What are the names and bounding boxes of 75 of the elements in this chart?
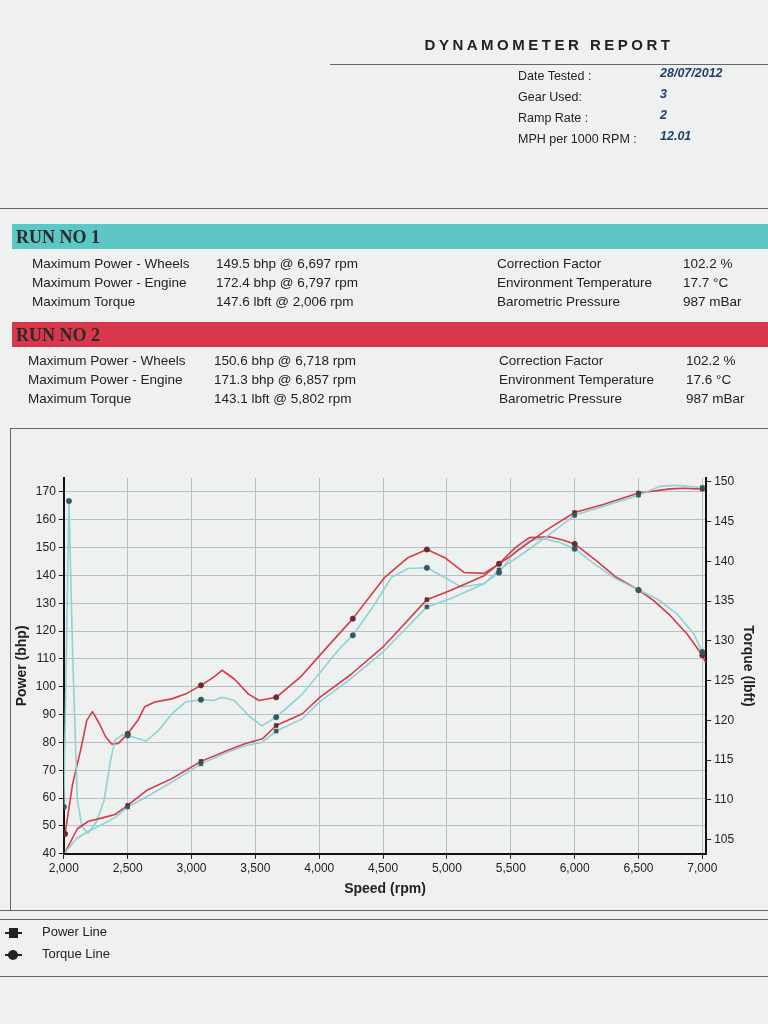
text: 102.2 % — [683, 256, 733, 272]
text: Environment Temperature — [499, 372, 655, 388]
text: 143.1 lbft @ 5,802 rpm — [214, 391, 352, 407]
text: 171.3 bhp @ 6,857 rpm — [214, 372, 357, 388]
y-tick-label: 90 — [42, 706, 57, 721]
y2-axis-title: Torque (lbft) — [740, 625, 757, 707]
x-tick-label: 2,500 — [112, 861, 144, 876]
text: Power Line — [42, 924, 108, 940]
text: 150.6 bhp @ 6,718 rpm — [214, 353, 357, 369]
y-tick-label: 100 — [35, 679, 57, 694]
text: Ramp Rate : — [518, 111, 589, 126]
y2-tick-label: 120 — [714, 712, 735, 727]
text: 172.4 bhp @ 6,797 rpm — [216, 275, 359, 291]
y2-tick-label: 150 — [714, 474, 735, 489]
y-tick-label: 80 — [42, 734, 57, 749]
text: Maximum Power - Wheels — [32, 256, 190, 272]
y-tick-label: 140 — [35, 567, 57, 582]
y-tick-label: 40 — [42, 846, 57, 861]
y-tick-label: 160 — [35, 512, 57, 527]
text: 147.6 lbft @ 2,006 rpm — [216, 294, 354, 310]
text: RUN NO 2 — [16, 325, 100, 346]
text: Correction Factor — [499, 353, 604, 369]
y-tick-label: 70 — [42, 762, 57, 777]
y2-tick-label: 110 — [714, 792, 734, 807]
text: 12.01 — [660, 129, 692, 144]
text: Torque Line — [42, 946, 110, 962]
text: 17.7 °C — [683, 275, 729, 291]
y-tick-label: 60 — [42, 790, 57, 805]
y2-tick-label: 125 — [714, 672, 735, 687]
text: Barometric Pressure — [497, 294, 621, 310]
y-axis-title: Power (bhp) — [13, 625, 30, 707]
text: Environment Temperature — [497, 275, 653, 291]
x-tick-label: 3,500 — [240, 861, 271, 876]
x-tick-label: 4,000 — [304, 861, 335, 876]
text: Gear Used: — [518, 90, 582, 105]
y2-tick-label: 135 — [714, 593, 735, 608]
x-axis-title: Speed (rpm) — [344, 880, 426, 897]
text: 987 mBar — [683, 294, 742, 310]
text: 149.5 bhp @ 6,697 rpm — [216, 256, 359, 272]
x-tick-label: 2,000 — [48, 861, 80, 876]
text: Maximum Torque — [28, 391, 132, 407]
text: MPH per 1000 RPM : — [518, 132, 637, 147]
text: 17.6 °C — [686, 372, 732, 388]
text: 3 — [660, 87, 667, 102]
y-tick-label: 110 — [36, 651, 57, 666]
text: RUN NO 1 — [16, 227, 100, 248]
y2-tick-label: 105 — [714, 831, 735, 846]
y2-tick-label: 130 — [714, 633, 735, 648]
y-tick-label: 130 — [35, 595, 57, 610]
x-tick-label: 6,500 — [623, 861, 654, 876]
text: Correction Factor — [497, 256, 602, 272]
x-tick-label: 7,000 — [687, 861, 718, 876]
x-tick-label: 6,000 — [559, 861, 590, 876]
x-tick-label: 4,500 — [368, 861, 399, 876]
text: 102.2 % — [686, 353, 736, 369]
y-tick-label: 50 — [42, 818, 57, 833]
x-tick-label: 3,000 — [176, 861, 207, 876]
y2-tick-label: 145 — [714, 514, 735, 529]
y2-tick-label: 115 — [714, 752, 734, 767]
y-tick-label: 170 — [35, 484, 57, 499]
text: 28/07/2012 — [660, 66, 723, 81]
y-tick-label: 150 — [35, 539, 57, 554]
text: Maximum Power - Wheels — [28, 353, 186, 369]
text: Date Tested : — [518, 69, 592, 84]
y-tick-label: 120 — [35, 623, 57, 638]
text: Maximum Power - Engine — [32, 275, 187, 291]
text: Maximum Power - Engine — [28, 372, 183, 388]
text: Maximum Torque — [32, 294, 136, 310]
x-tick-label: 5,000 — [431, 861, 463, 876]
text: 2 — [660, 108, 667, 123]
text: Barometric Pressure — [499, 391, 623, 407]
x-tick-label: 5,500 — [495, 861, 527, 876]
y2-tick-label: 140 — [714, 553, 735, 568]
chart-title: DYNAMOMETER REPORT — [423, 36, 675, 54]
text: 987 mBar — [686, 391, 745, 407]
